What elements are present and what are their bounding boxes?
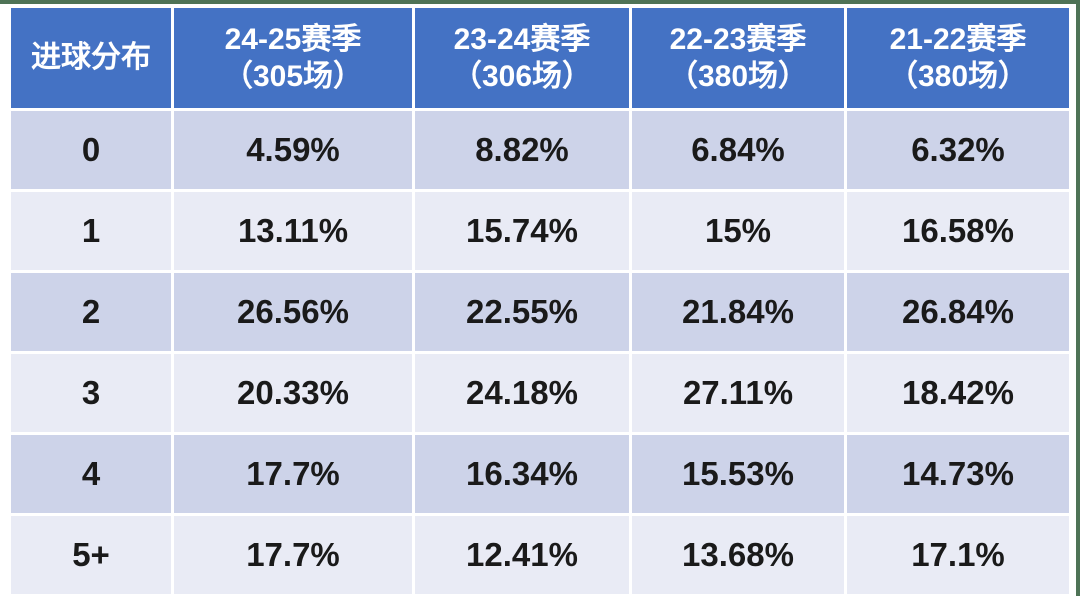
season-matches: （305场） [222,60,364,93]
value-cell: 27.11% [632,354,844,432]
value-cell: 26.84% [847,273,1069,351]
goal-count-cell: 4 [11,435,171,513]
goal-distribution-title: 进球分布 [31,41,151,75]
header-cell-season-23-24: 23-24赛季 （306场） [415,8,629,108]
goal-count-cell: 1 [11,192,171,270]
goal-count-cell: 0 [11,111,171,189]
value-cell: 26.56% [174,273,412,351]
table-row-goals-1: 1 13.11% 15.74% 15% 16.58% [11,192,1069,270]
table-row-goals-3: 3 20.33% 24.18% 27.11% 18.42% [11,354,1069,432]
goal-count-cell: 3 [11,354,171,432]
table-row-goals-0: 0 4.59% 8.82% 6.84% 6.32% [11,111,1069,189]
value-cell: 21.84% [632,273,844,351]
value-cell: 16.58% [847,192,1069,270]
header-cell-goal-distribution: 进球分布 [11,8,171,108]
value-cell: 17.7% [174,516,412,594]
header-row: 进球分布 24-25赛季 （305场） 23-24赛季 （306场） 22-23… [11,8,1069,108]
goal-count-cell: 2 [11,273,171,351]
season-label: 24-25赛季 [224,22,362,56]
value-cell: 8.82% [415,111,629,189]
value-cell: 15.74% [415,192,629,270]
value-cell: 16.34% [415,435,629,513]
value-cell: 20.33% [174,354,412,432]
season-matches: （380场） [667,60,809,93]
value-cell: 14.73% [847,435,1069,513]
season-matches: （306场） [451,60,593,93]
value-cell: 4.59% [174,111,412,189]
value-cell: 12.41% [415,516,629,594]
header-cell-season-21-22: 21-22赛季 （380场） [847,8,1069,108]
value-cell: 18.42% [847,354,1069,432]
table-row-goals-5plus: 5+ 17.7% 12.41% 13.68% 17.1% [11,516,1069,594]
header-cell-season-22-23: 22-23赛季 （380场） [632,8,844,108]
value-cell: 15.53% [632,435,844,513]
goal-count-cell: 5+ [11,516,171,594]
season-label: 23-24赛季 [453,22,591,56]
value-cell: 17.7% [174,435,412,513]
value-cell: 24.18% [415,354,629,432]
value-cell: 6.84% [632,111,844,189]
season-matches: （380场） [887,60,1029,93]
value-cell: 22.55% [415,273,629,351]
value-cell: 13.11% [174,192,412,270]
season-label: 21-22赛季 [889,22,1027,56]
goal-distribution-table: 进球分布 24-25赛季 （305场） 23-24赛季 （306场） 22-23… [8,5,1072,597]
value-cell: 15% [632,192,844,270]
value-cell: 13.68% [632,516,844,594]
season-label: 22-23赛季 [669,22,807,56]
table-row-goals-4: 4 17.7% 16.34% 15.53% 14.73% [11,435,1069,513]
value-cell: 6.32% [847,111,1069,189]
header-cell-season-24-25: 24-25赛季 （305场） [174,8,412,108]
value-cell: 17.1% [847,516,1069,594]
table-row-goals-2: 2 26.56% 22.55% 21.84% 26.84% [11,273,1069,351]
top-edge-strip [0,0,1080,4]
right-edge-strip [1076,0,1080,596]
